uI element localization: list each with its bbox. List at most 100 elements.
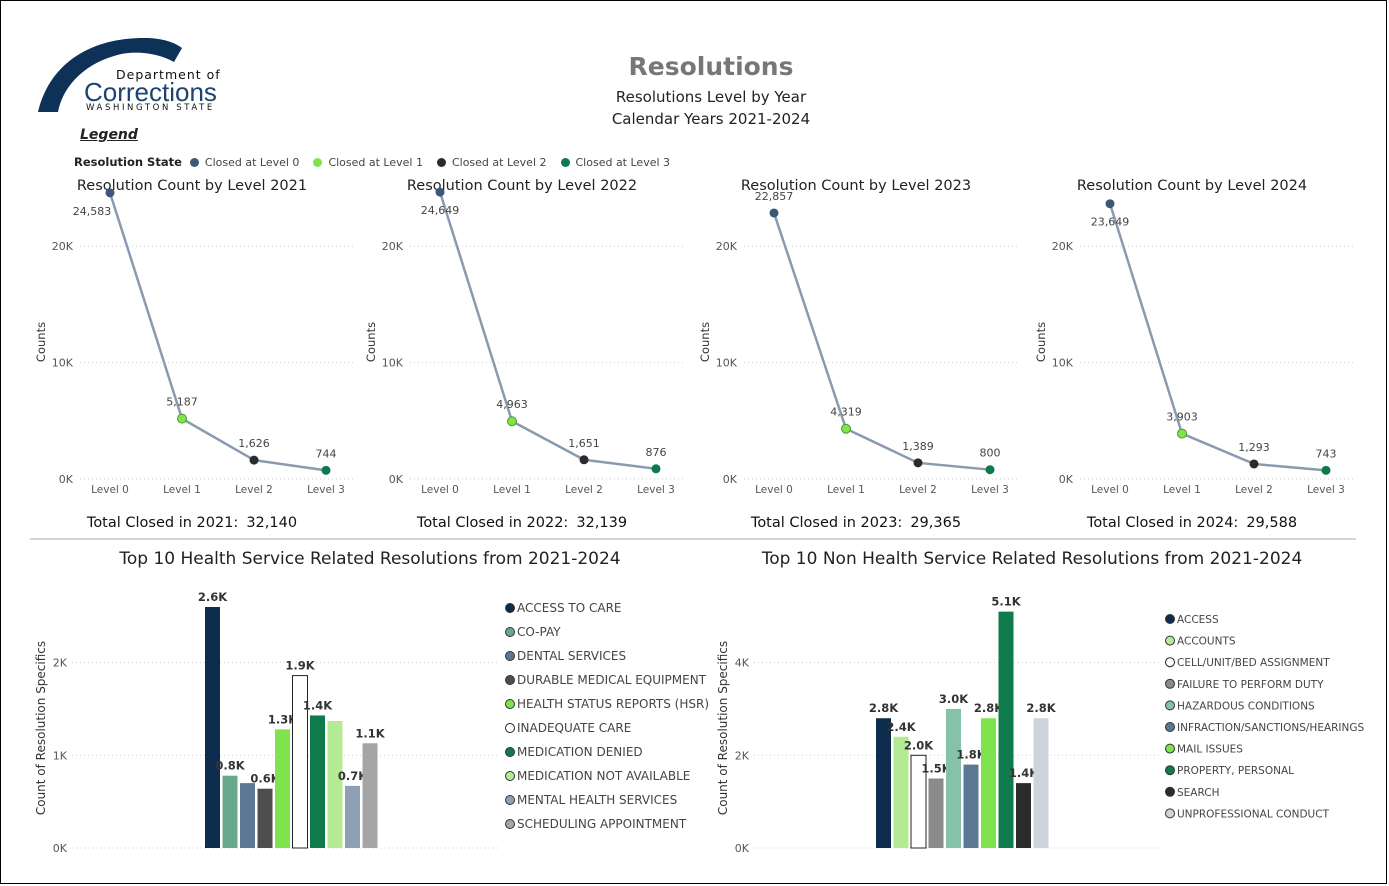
- legend-label: ACCESS TO CARE: [517, 601, 621, 615]
- y-axis-label: Counts: [1034, 322, 1048, 362]
- total-closed-label: Total Closed in 2022:: [416, 515, 568, 531]
- chart-title: Top 10 Non Health Service Related Resolu…: [761, 549, 1303, 569]
- bar: [893, 736, 909, 848]
- data-label: 2.8K: [974, 701, 1004, 715]
- legend-item-level-0[interactable]: Closed at Level 0: [189, 155, 300, 169]
- total-closed-value: 32,140: [246, 515, 297, 531]
- y-tick-label: 2K: [735, 749, 750, 762]
- data-label: 0.6K: [250, 772, 280, 786]
- data-point: [435, 187, 445, 197]
- data-label: 0.7K: [338, 769, 368, 783]
- data-label: 1.5K: [921, 761, 951, 775]
- legend-marker: [505, 603, 515, 613]
- legend-label: CELL/UNIT/BED ASSIGNMENT: [1177, 657, 1330, 669]
- data-label: 4,963: [496, 398, 528, 411]
- bar: [998, 611, 1014, 848]
- x-tick-label: Level 3: [1307, 484, 1345, 496]
- total-closed-label: Total Closed in 2021:: [86, 515, 238, 531]
- legend-marker: [505, 771, 515, 781]
- data-label: 24,583: [73, 205, 112, 218]
- bar: [275, 729, 290, 848]
- legend-dot: [189, 157, 199, 167]
- legend-marker: [505, 699, 515, 709]
- data-point: [507, 416, 517, 427]
- legend-marker: [505, 747, 515, 757]
- data-label: 1.4K: [1009, 766, 1039, 780]
- total-closed-value: 29,365: [910, 515, 961, 531]
- total-closed-label: Total Closed in 2024:: [1086, 515, 1238, 531]
- total-closed: Total Closed in 2023: 29,365: [750, 515, 961, 531]
- y-axis-label: Counts: [364, 322, 378, 362]
- data-label: 1.8K: [956, 748, 986, 762]
- legend-item-level-1[interactable]: Closed at Level 1: [313, 156, 423, 169]
- resolution-state-legend: Resolution State Closed at Level 0 Close…: [74, 155, 684, 169]
- data-label: 2.6K: [198, 590, 228, 604]
- y-tick-label: 0K: [53, 842, 68, 855]
- x-tick-label: Level 0: [755, 484, 793, 496]
- data-label: 744: [316, 447, 337, 460]
- data-label: 24,649: [421, 204, 460, 217]
- bar: [963, 764, 979, 848]
- total-closed-label: Total Closed in 2023:: [750, 515, 902, 531]
- legend-marker: [505, 675, 515, 685]
- legend-item-label: Closed at Level 3: [575, 155, 671, 169]
- data-point: [321, 465, 331, 475]
- data-label: 4,319: [830, 406, 862, 419]
- y-tick-label: 0K: [1059, 473, 1074, 486]
- legend-dot: [560, 157, 570, 167]
- legend-item-level-2[interactable]: Closed at Level 2: [436, 155, 547, 169]
- legend-marker: [1165, 786, 1175, 797]
- page-title: Resolutions: [628, 52, 794, 81]
- series-line: [108, 192, 327, 472]
- legend-item-label: Closed at Level 0: [204, 155, 300, 169]
- x-tick-label: Level 3: [971, 484, 1009, 496]
- x-tick-label: Level 0: [1091, 484, 1129, 496]
- data-point: [985, 465, 995, 475]
- data-point: [1321, 465, 1331, 475]
- data-label: 1,389: [902, 440, 934, 453]
- chart-title: Resolution Count by Level 2021: [77, 178, 307, 194]
- y-tick-label: 1K: [53, 749, 68, 762]
- legend-label: UNPROFESSIONAL CONDUCT: [1177, 808, 1330, 820]
- legend-label: HEALTH STATUS REPORTS (HSR): [517, 697, 709, 711]
- data-point: [841, 423, 851, 434]
- legend-dot: [313, 157, 323, 167]
- bar-chart-health-service: Top 10 Health Service Related Resolution…: [34, 549, 709, 855]
- x-tick-label: Level 1: [163, 484, 201, 496]
- data-label: 2.8K: [869, 701, 899, 715]
- legend-item-label: Closed at Level 2: [451, 155, 547, 169]
- legend-label: INADEQUATE CARE: [517, 721, 631, 735]
- y-axis-label: Count of Resolution Specifics: [34, 641, 48, 815]
- chart-title: Resolution Count by Level 2023: [741, 178, 971, 194]
- y-tick-label: 2K: [53, 657, 68, 670]
- series-line: [1108, 203, 1327, 472]
- data-label: 876: [646, 446, 667, 459]
- y-tick-label: 20K: [52, 240, 74, 253]
- legend-marker: [1165, 765, 1175, 776]
- data-point: [579, 455, 589, 465]
- legend-label: ACCESS: [1177, 614, 1219, 626]
- bar-chart-non-health-service: Top 10 Non Health Service Related Resolu…: [716, 549, 1365, 855]
- data-point: [105, 188, 115, 198]
- y-tick-label: 0K: [735, 842, 750, 855]
- x-tick-label: Level 0: [421, 484, 459, 496]
- data-label: 3.0K: [939, 692, 969, 706]
- bar: [1016, 783, 1031, 848]
- legend-item-level-3[interactable]: Closed at Level 3: [560, 155, 671, 169]
- legend-marker: [1165, 635, 1175, 646]
- x-tick-label: Level 2: [899, 484, 937, 496]
- bar: [292, 675, 308, 849]
- legend-marker: [505, 627, 515, 637]
- legend-marker: [1165, 722, 1175, 732]
- legend-label: ACCOUNTS: [1177, 636, 1236, 648]
- bar: [876, 718, 891, 848]
- line-chart-2021: Resolution Count by Level 2021 Counts 0K 10…: [34, 178, 354, 531]
- bar: [928, 778, 944, 848]
- x-tick-label: Level 2: [235, 484, 273, 496]
- data-label: 1,651: [568, 437, 600, 450]
- total-closed: Total Closed in 2021: 32,140: [86, 515, 297, 531]
- data-label: 23,649: [1091, 216, 1130, 229]
- legend-label: MENTAL HEALTH SERVICES: [517, 793, 677, 807]
- data-label: 0.8K: [215, 759, 245, 773]
- legend-item-label: Closed at Level 1: [328, 155, 423, 169]
